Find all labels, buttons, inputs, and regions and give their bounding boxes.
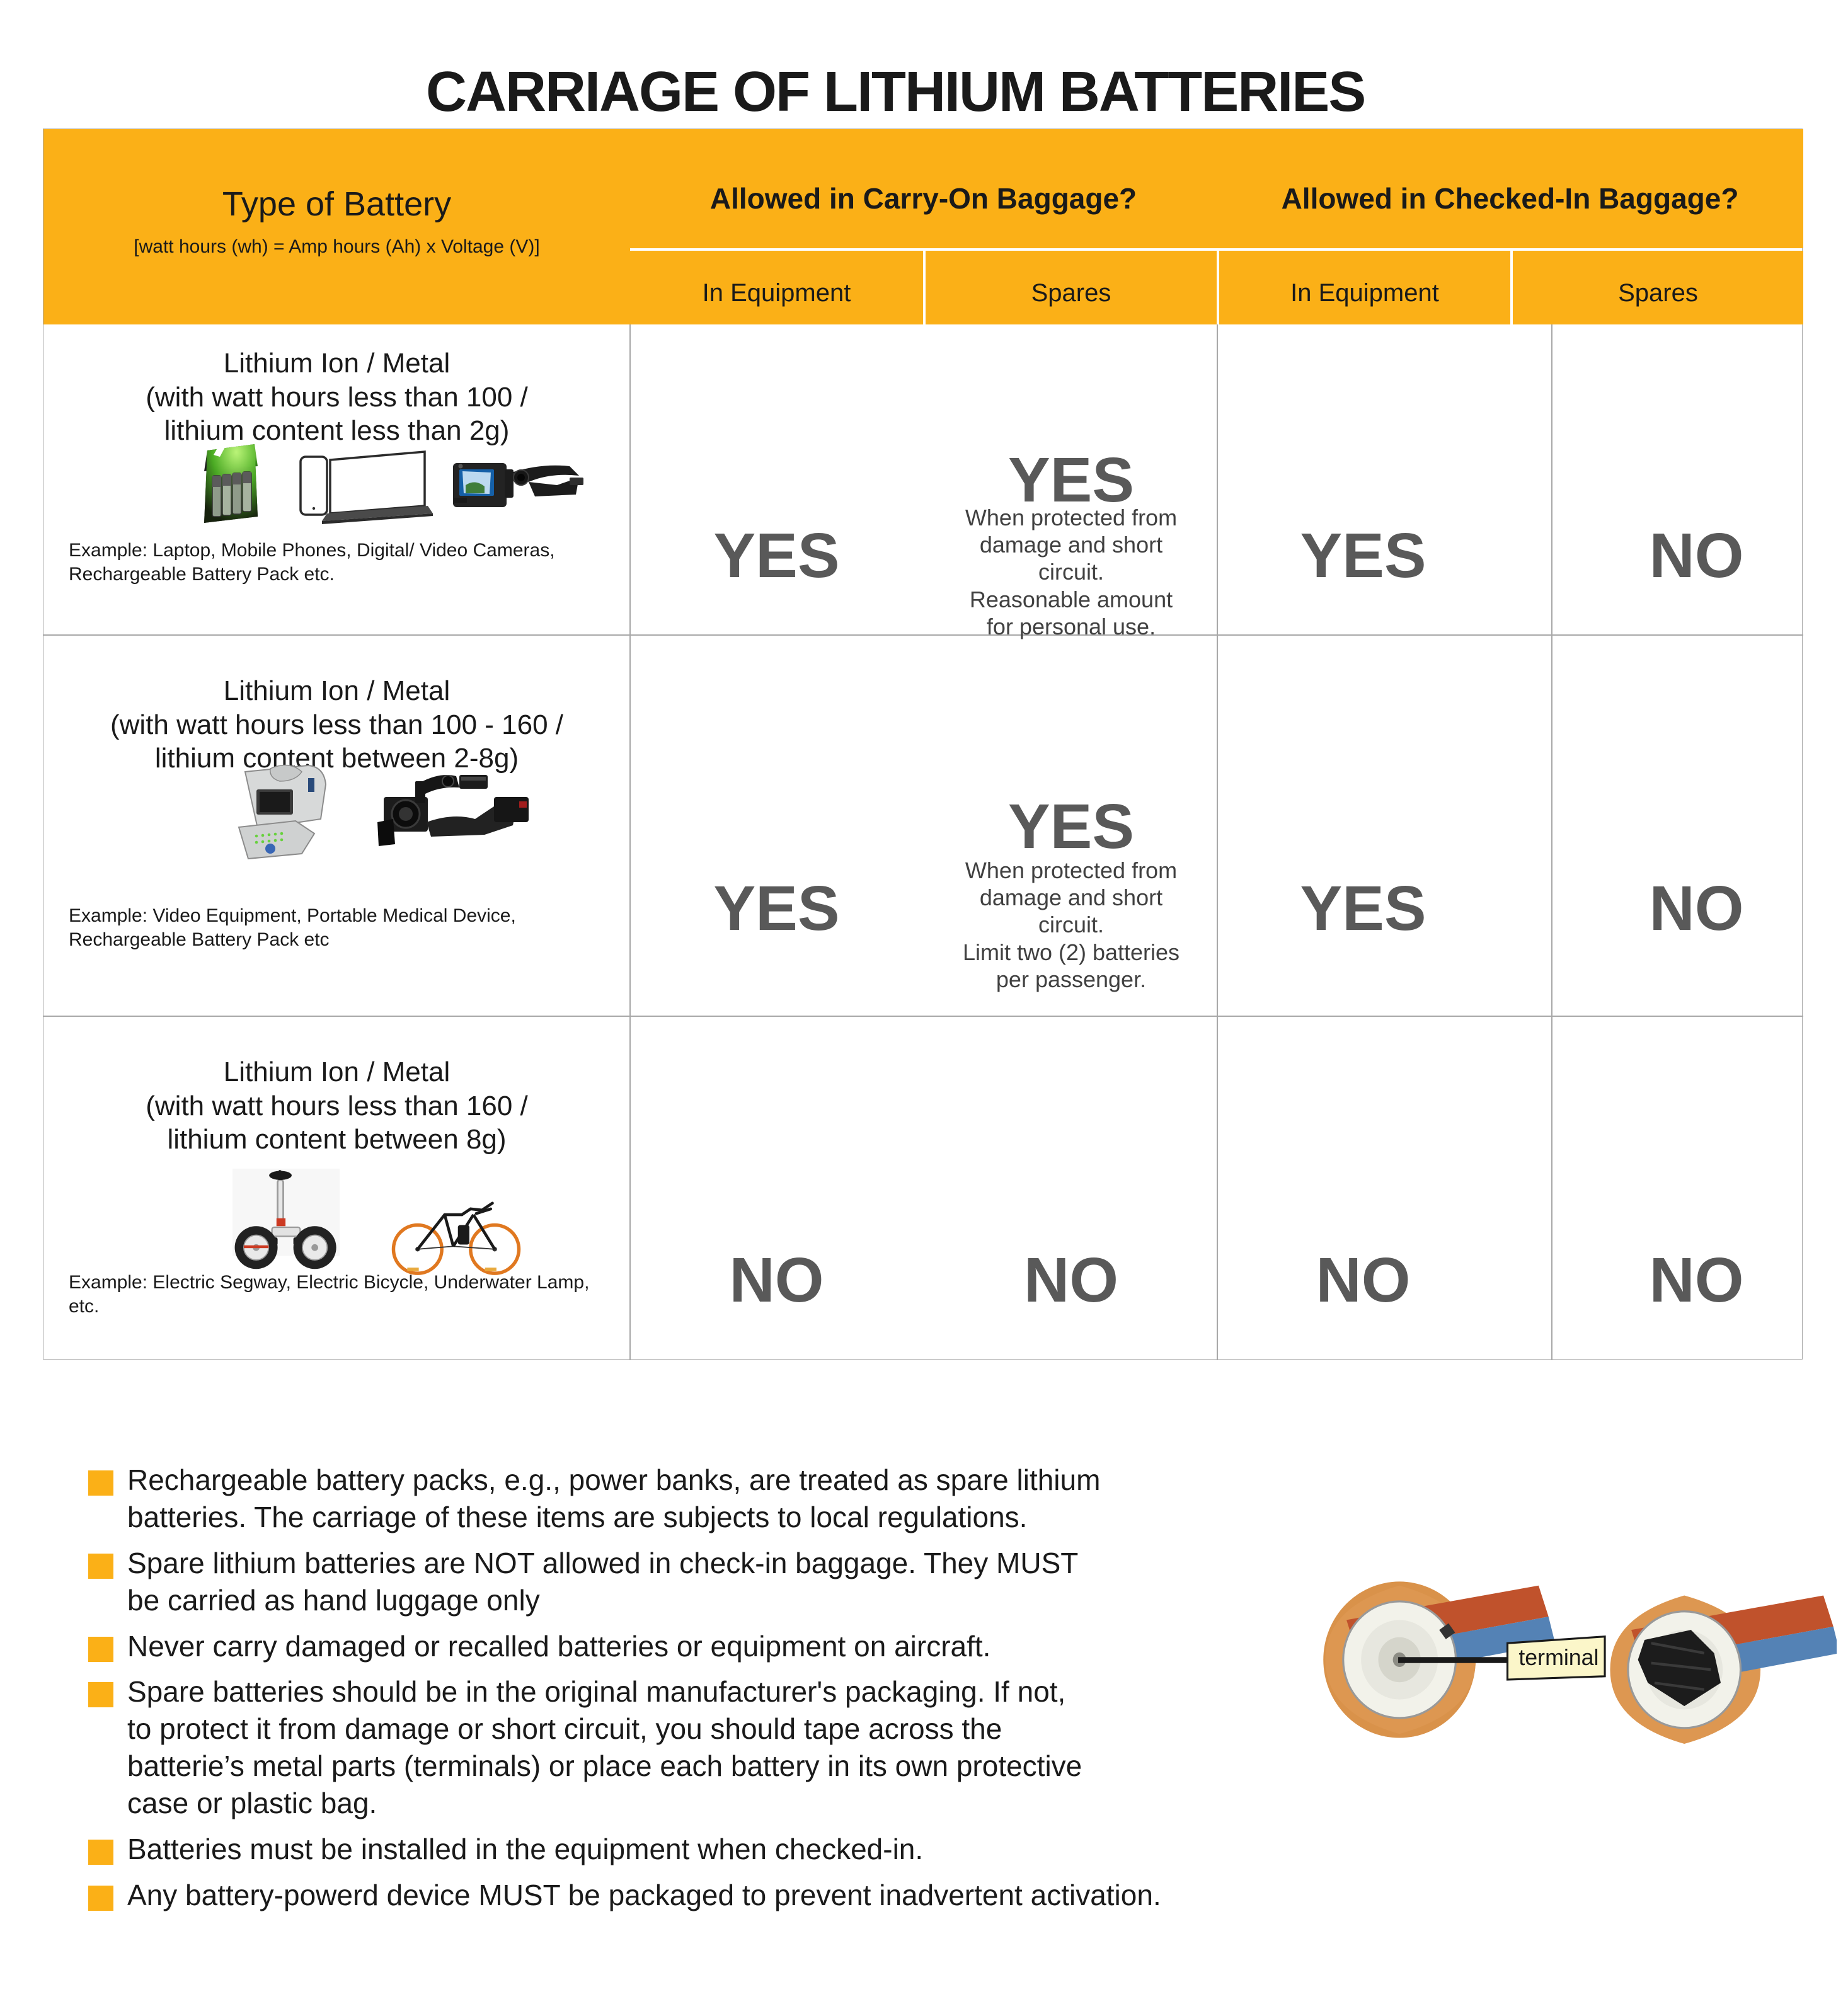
svg-text:terminal: terminal [1518,1645,1598,1670]
